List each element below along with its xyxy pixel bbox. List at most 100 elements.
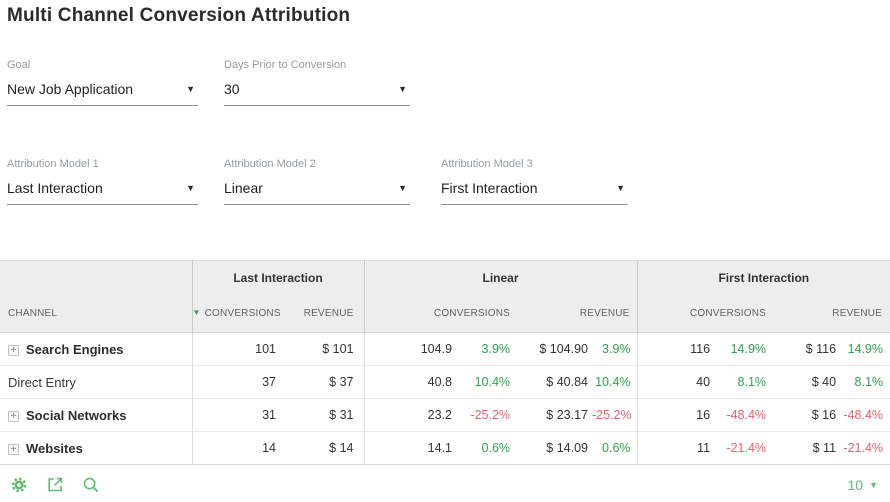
li-revenue-value: $ 101: [280, 332, 365, 366]
attribution-model-1-label: Attribution Model 1: [7, 158, 99, 170]
channel-cell: + Social Networks: [0, 398, 192, 432]
column-header-linear-conversions[interactable]: CONVERSIONS: [363, 294, 515, 333]
linear-conversions-delta: 0.6%: [456, 431, 515, 465]
expand-plus-icon[interactable]: +: [8, 443, 19, 455]
attribution-model-3-label: Attribution Model 3: [441, 158, 533, 170]
days-prior-label: Days Prior to Conversion: [224, 59, 347, 71]
linear-conversions-value: 14.1: [363, 431, 457, 465]
multi-channel-attribution-report: Multi Channel Conversion Attribution Goa…: [0, 3, 890, 502]
attribution-model-2-value: Linear: [224, 180, 263, 196]
channel-name: Websites: [26, 440, 83, 456]
linear-conversions-delta: -25.2%: [456, 398, 515, 432]
attribution-model-3-select[interactable]: First Interaction ▼: [441, 171, 628, 205]
export-icon[interactable]: [46, 476, 64, 494]
linear-revenue-value: $ 104.90: [514, 332, 593, 366]
days-prior-select[interactable]: 30 ▼: [224, 72, 410, 106]
fi-revenue-value: $ 11: [770, 431, 841, 465]
days-prior-select-group: Days Prior to Conversion 30 ▼: [224, 59, 410, 106]
channel-name: Social Networks: [26, 407, 127, 423]
table-row-direct-entry[interactable]: Direct Entry 37 $ 37 40.8 10.4% $ 40.84 …: [0, 365, 890, 399]
chevron-down-icon: ▼: [398, 183, 407, 193]
attribution-model-2-label: Attribution Model 2: [224, 158, 316, 170]
fi-conversions-value: 116: [636, 332, 715, 366]
fi-conversions-delta: 8.1%: [714, 365, 771, 399]
channel-cell: + Search Engines: [0, 332, 192, 366]
fi-revenue-value: $ 16: [770, 398, 841, 432]
table-row-websites[interactable]: + Websites 14 $ 14 14.1 0.6% $ 14.09 0.6%…: [0, 431, 890, 465]
linear-conversions-delta: 10.4%: [456, 365, 515, 399]
fi-revenue-delta: -48.4%: [840, 398, 890, 432]
fi-revenue-value: $ 116: [770, 332, 841, 366]
li-conversions-value: 31: [191, 398, 280, 432]
expand-plus-icon[interactable]: +: [8, 344, 19, 356]
chevron-down-icon: ▼: [186, 84, 195, 94]
li-conversions-value: 101: [191, 332, 280, 366]
fi-conversions-value: 11: [636, 431, 715, 465]
chevron-down-icon: ▼: [398, 84, 407, 94]
page-size-value: 10: [847, 477, 864, 493]
linear-conversions-value: 104.9: [363, 332, 457, 366]
attribution-table: Last Interaction Linear First Interactio…: [0, 260, 890, 465]
li-conversions-value: 37: [191, 365, 280, 399]
attribution-model-2-group: Attribution Model 2 Linear ▼: [224, 158, 410, 205]
fi-conversions-delta: 14.9%: [714, 332, 771, 366]
fi-revenue-delta: -21.4%: [840, 431, 890, 465]
zoom-search-icon[interactable]: [82, 476, 100, 494]
channel-name: Search Engines: [26, 341, 124, 357]
goal-select[interactable]: New Job Application ▼: [7, 72, 198, 106]
page-size-selector[interactable]: 10 ▼: [848, 477, 879, 493]
fi-revenue-value: $ 40: [770, 365, 841, 399]
linear-conversions-value: 40.8: [363, 365, 457, 399]
chevron-down-icon: ▼: [616, 183, 625, 193]
expand-plus-icon[interactable]: +: [8, 410, 19, 422]
column-header-li-conversions-sorted[interactable]: ▼ CONVERSIONS: [191, 294, 281, 333]
column-header-channel[interactable]: CHANNEL: [0, 294, 192, 333]
goal-label: Goal: [7, 59, 31, 71]
table-row-social-networks[interactable]: + Social Networks 31 $ 31 23.2 -25.2% $ 2…: [0, 398, 890, 432]
li-conversions-value: 14: [191, 431, 280, 465]
fi-revenue-delta: 8.1%: [840, 365, 890, 399]
attribution-model-1-value: Last Interaction: [7, 180, 103, 196]
model-group-header-row: Last Interaction Linear First Interactio…: [0, 260, 890, 295]
li-revenue-value: $ 37: [280, 365, 365, 399]
linear-revenue-value: $ 23.17: [514, 398, 593, 432]
fi-conversions-delta: -48.4%: [714, 398, 771, 432]
chevron-down-icon: ▼: [186, 183, 195, 193]
column-header-linear-revenue[interactable]: REVENUE: [514, 294, 638, 333]
fi-conversions-value: 40: [636, 365, 715, 399]
settings-gear-icon[interactable]: [10, 476, 28, 494]
attribution-model-2-select[interactable]: Linear ▼: [224, 171, 410, 205]
group-header-first-interaction: First Interaction: [636, 260, 890, 295]
fi-conversions-delta: -21.4%: [714, 431, 771, 465]
channel-name: Direct Entry: [8, 374, 76, 390]
footer-actions: [10, 476, 100, 494]
fi-conversions-value: 16: [636, 398, 715, 432]
column-header-fi-revenue[interactable]: REVENUE: [770, 294, 890, 333]
channel-cell: + Websites: [0, 431, 192, 465]
li-revenue-value: $ 31: [280, 398, 365, 432]
attribution-model-3-value: First Interaction: [441, 180, 538, 196]
linear-revenue-delta: 3.9%: [592, 332, 638, 366]
attribution-model-1-select[interactable]: Last Interaction ▼: [7, 171, 198, 205]
linear-revenue-delta: -25.2%: [592, 398, 638, 432]
linear-conversions-delta: 3.9%: [456, 332, 515, 366]
linear-conversions-value: 23.2: [363, 398, 457, 432]
column-header-row: CHANNEL ▼ CONVERSIONS REVENUE CONVERSIONS…: [0, 294, 890, 333]
group-header-last-interaction: Last Interaction: [191, 260, 365, 295]
page-title: Multi Channel Conversion Attribution: [7, 5, 351, 26]
attribution-model-1-group: Attribution Model 1 Last Interaction ▼: [7, 158, 198, 205]
linear-revenue-delta: 10.4%: [592, 365, 638, 399]
li-revenue-value: $ 14: [280, 431, 365, 465]
goal-select-group: Goal New Job Application ▼: [7, 59, 198, 106]
fi-revenue-delta: 14.9%: [840, 332, 890, 366]
linear-revenue-value: $ 14.09: [514, 431, 593, 465]
attribution-model-3-group: Attribution Model 3 First Interaction ▼: [441, 158, 628, 205]
linear-revenue-value: $ 40.84: [514, 365, 593, 399]
channel-group-spacer: [0, 260, 192, 295]
channel-cell: Direct Entry: [0, 365, 192, 399]
column-header-fi-conversions[interactable]: CONVERSIONS: [636, 294, 771, 333]
group-header-linear: Linear: [363, 260, 638, 295]
column-header-li-revenue[interactable]: REVENUE: [280, 294, 365, 333]
filters-row-2: Attribution Model 1 Last Interaction ▼ A…: [0, 158, 890, 205]
table-row-search-engines[interactable]: + Search Engines 101 $ 101 104.9 3.9% $ 1…: [0, 332, 890, 366]
